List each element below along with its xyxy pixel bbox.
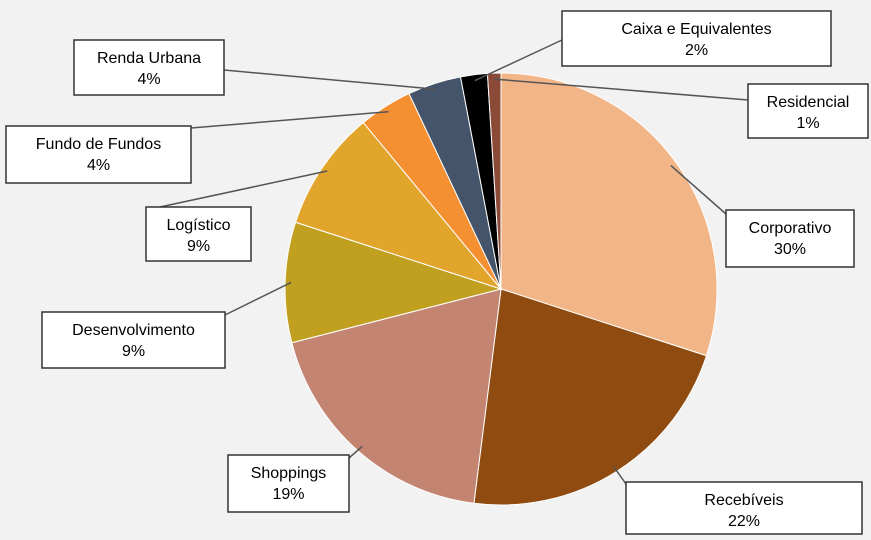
label-box — [747, 83, 869, 139]
label-box — [5, 125, 192, 184]
leader-line — [348, 445, 363, 459]
slice-value-label: 4% — [87, 157, 110, 174]
slice-label: Logístico — [166, 217, 230, 234]
slice-label: Shoppings — [251, 465, 327, 482]
label-box — [227, 454, 350, 513]
slice-label: Caixa e Equivalentes — [621, 21, 771, 38]
slice-value-label: 30% — [774, 241, 806, 258]
slice-value-label: 22% — [728, 513, 760, 530]
slice-label: Desenvolvimento — [72, 322, 195, 339]
slice-value-label: 9% — [122, 343, 145, 360]
slice-label: Residencial — [767, 94, 850, 111]
label-box — [41, 311, 226, 369]
pie-slice-corporativo — [500, 72, 718, 357]
leader-line — [474, 39, 563, 82]
leader-line — [224, 281, 292, 316]
slice-value-label: 1% — [796, 115, 819, 132]
leader-line — [670, 165, 727, 215]
slice-label: Renda Urbana — [97, 50, 201, 67]
pie-slice-residencial — [486, 72, 502, 290]
pie-slice-log-stico — [294, 121, 503, 291]
slice-label: Fundo de Fundos — [36, 136, 161, 153]
leader-line — [612, 465, 627, 485]
pie-slices — [284, 72, 718, 506]
pie-slice-desenvolvimento — [284, 221, 503, 344]
leader-line — [223, 69, 437, 91]
slice-labels: Corporativo 30% Recebíveis 22% Shoppings 19% D… — [5, 10, 869, 535]
leader-line — [494, 78, 749, 101]
slice-value-label: 9% — [187, 238, 210, 255]
slice-label: Recebíveis — [704, 492, 783, 509]
label-box — [73, 39, 225, 96]
slice-label: Corporativo — [749, 220, 832, 237]
slice-value-label: 19% — [272, 486, 304, 503]
label-box — [561, 10, 832, 67]
slice-value-label: 4% — [137, 71, 160, 88]
leader-line — [145, 170, 328, 211]
slice-value-label: 2% — [685, 42, 708, 59]
pie-slice-shoppings — [291, 288, 502, 504]
leader-line — [190, 110, 389, 129]
label-box — [145, 206, 252, 262]
label-box — [725, 209, 855, 268]
leader-lines — [145, 39, 749, 485]
label-box — [625, 481, 863, 535]
